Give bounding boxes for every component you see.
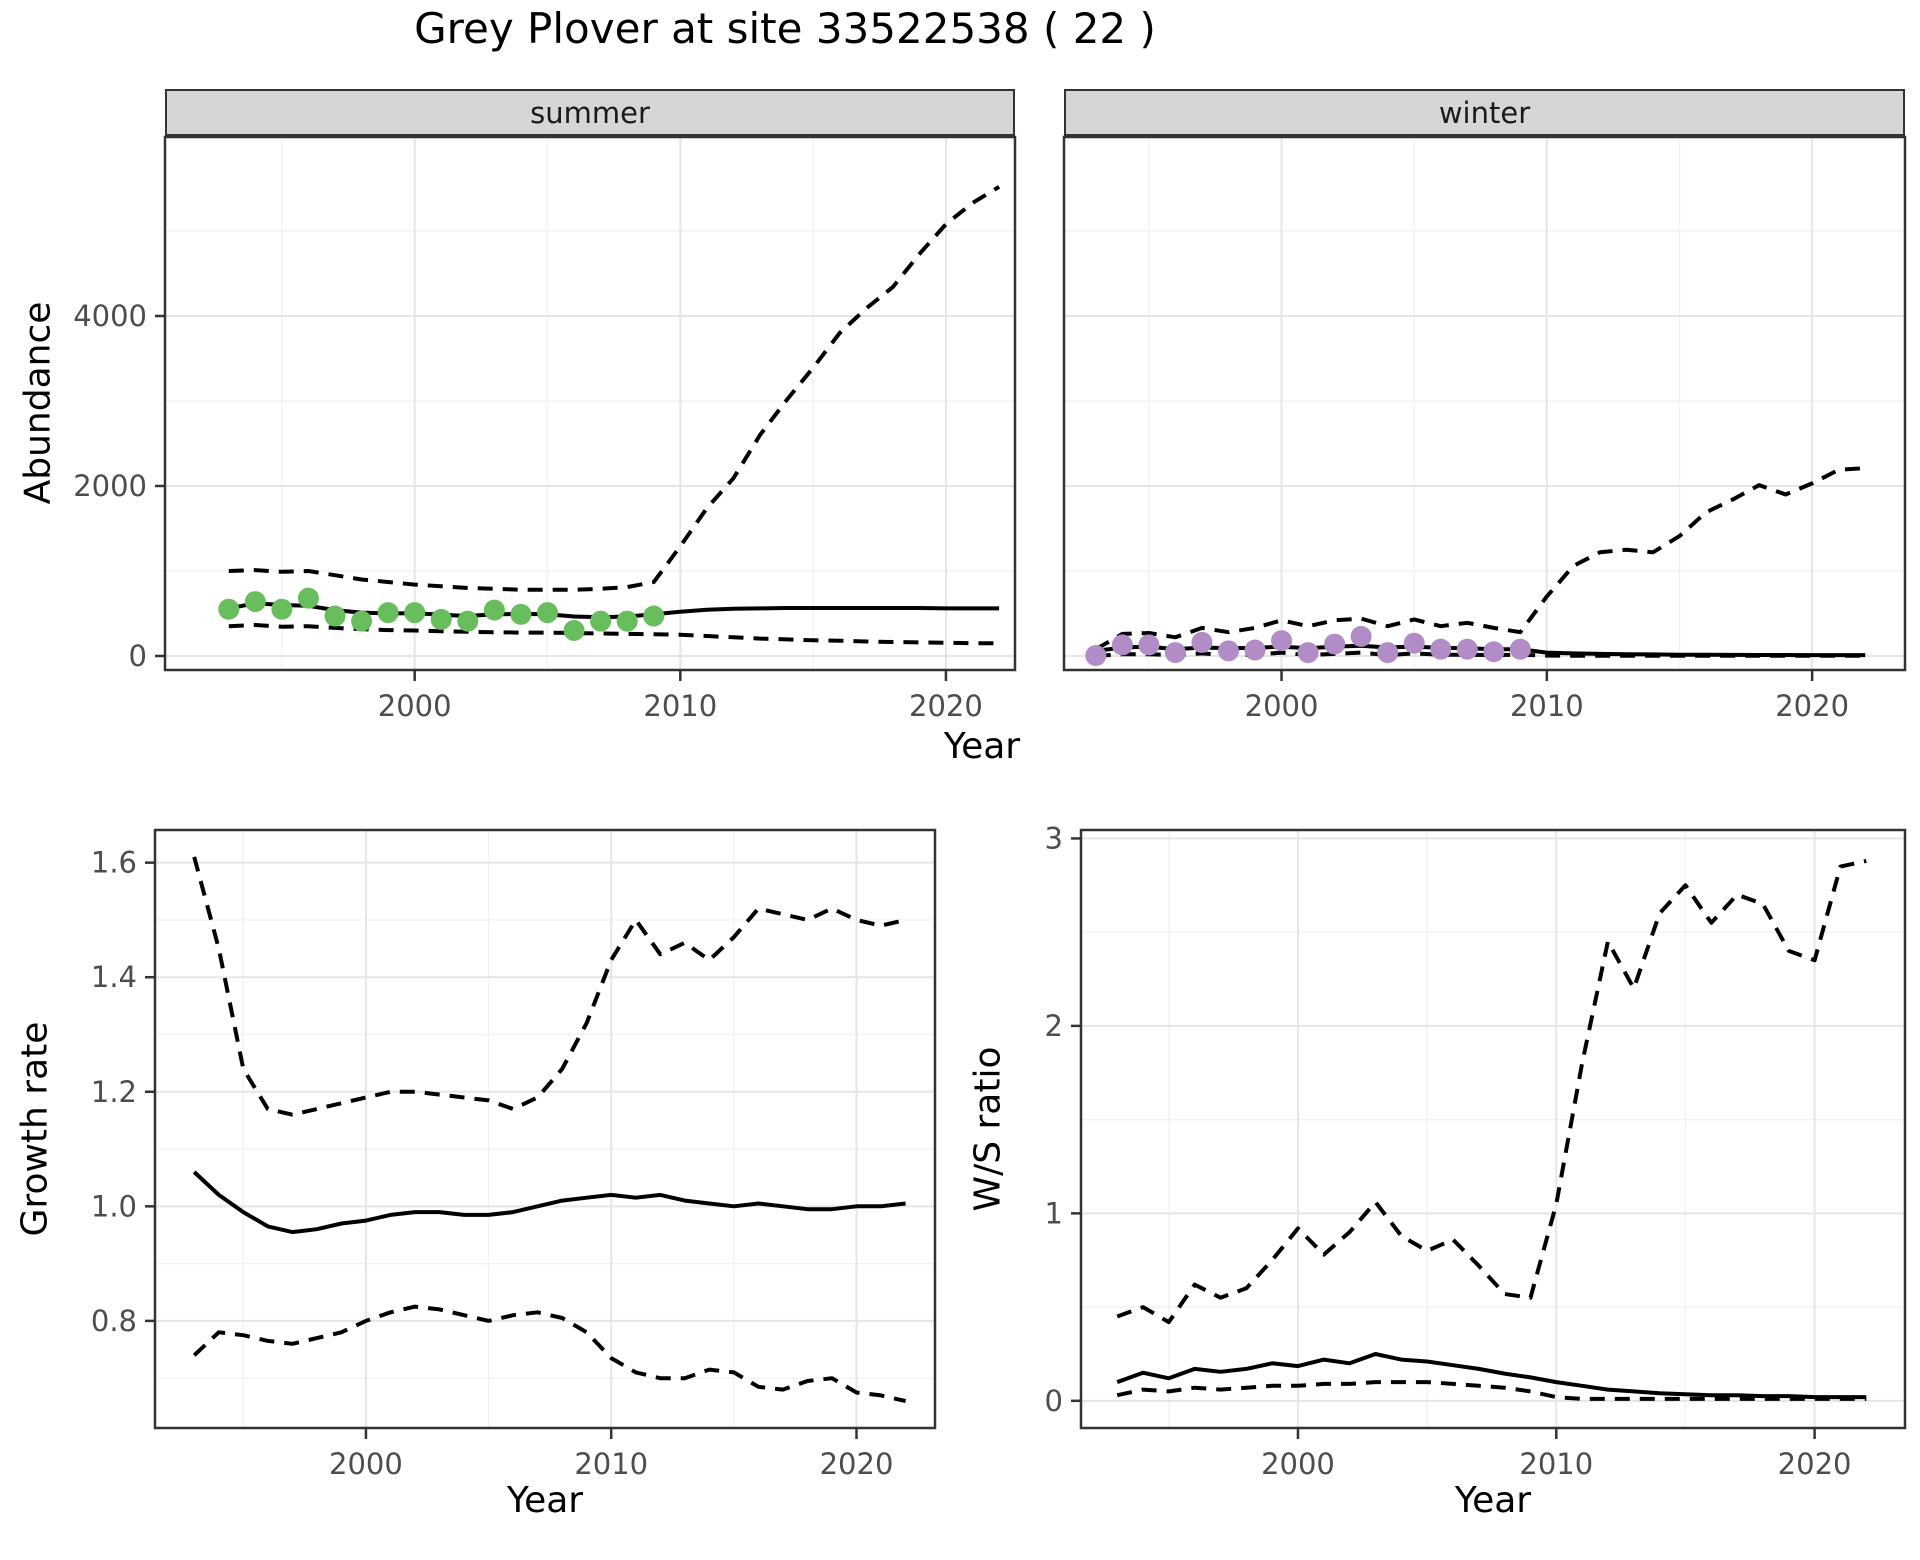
data-point-observed_counts: [510, 603, 532, 625]
series-line-upper_ci: [192, 856, 907, 1117]
panel-background: [1081, 830, 1905, 1428]
x-axis-tick-label: 2000: [1245, 689, 1319, 723]
y-axis-title-abundance: Abundance: [17, 301, 59, 505]
data-point-observed_counts: [537, 602, 558, 624]
data-point-observed_counts: [1456, 638, 1478, 660]
data-point-observed_counts: [1244, 639, 1266, 661]
x-axis-tick-label: 2010: [1510, 689, 1584, 723]
data-point-observed_counts: [1324, 633, 1346, 655]
facet-strip-winter-label: winter: [1438, 95, 1531, 130]
y-axis-tick-label: 0.8: [91, 1304, 137, 1338]
data-point-observed_counts: [1138, 634, 1160, 656]
x-axis-title-year-top: Year: [943, 726, 1021, 767]
data-point-observed_counts: [218, 598, 240, 620]
y-axis-tick-label: 1.2: [91, 1075, 137, 1109]
data-point-observed_counts: [1271, 630, 1293, 652]
y-axis-tick-label: 4000: [73, 299, 147, 333]
facet-strip-summer: summer: [165, 89, 1015, 136]
data-point-observed_counts: [297, 587, 319, 609]
x-axis-tick-label: 2000: [329, 1447, 403, 1481]
series-line-upper_ci: [228, 185, 1001, 592]
x-axis-tick-label: 2000: [1261, 1447, 1335, 1481]
y-axis-tick-label: 3: [1045, 821, 1063, 855]
plot-title: Grey Plover at site 33522538 ( 22 ): [414, 4, 1156, 53]
panel-background: [1064, 137, 1905, 670]
y-axis-title-growth-rate: Growth rate: [14, 1021, 56, 1237]
y-axis-tick-label: 1.4: [91, 960, 137, 994]
x-axis-tick-label: 2010: [643, 689, 717, 723]
y-axis-tick-label: 0: [129, 639, 147, 673]
data-point-observed_counts: [1509, 638, 1531, 660]
data-point-observed_counts: [1430, 638, 1452, 660]
panel-border: [1079, 828, 1907, 1430]
x-axis-tick-label: 2010: [574, 1447, 648, 1481]
series-line-upper_ci: [1094, 466, 1866, 651]
series-line-estimate: [192, 1170, 906, 1235]
x-axis-title-year-growth: Year: [506, 1480, 584, 1521]
facet-strip-winter: winter: [1064, 89, 1905, 136]
data-point-observed_counts: [563, 619, 585, 641]
data-point-observed_counts: [1403, 632, 1425, 654]
series-line-upper_ci: [1116, 858, 1867, 1325]
data-point-observed_counts: [351, 610, 373, 632]
data-point-observed_counts: [1377, 642, 1399, 664]
panel-border: [163, 135, 1017, 672]
data-point-observed_counts: [1111, 634, 1133, 656]
y-axis-tick-label: 2000: [73, 469, 147, 503]
data-point-observed_counts: [1164, 642, 1186, 664]
series-line-lower_ci: [1116, 1380, 1867, 1401]
x-axis-tick-label: 2010: [1519, 1447, 1593, 1481]
y-axis-tick-label: 1.0: [91, 1189, 137, 1223]
x-axis-tick-label: 2020: [909, 689, 983, 723]
data-point-observed_counts: [324, 605, 346, 627]
panel-border: [153, 828, 937, 1430]
data-point-observed_counts: [1483, 641, 1505, 663]
y-axis-title-ws-ratio: W/S ratio: [967, 1046, 1009, 1212]
panel-background: [165, 137, 1015, 670]
data-point-observed_counts: [377, 602, 399, 624]
x-axis-tick-label: 2000: [378, 689, 452, 723]
data-point-observed_counts: [244, 591, 266, 613]
y-axis-tick-label: 2: [1045, 1009, 1063, 1043]
data-point-observed_counts: [643, 605, 665, 627]
data-point-observed_counts: [590, 610, 612, 632]
series-line-lower_ci: [192, 1304, 907, 1404]
x-axis-title-year-ws: Year: [1454, 1480, 1532, 1521]
data-point-observed_counts: [1191, 631, 1213, 653]
y-axis-tick-label: 1: [1045, 1196, 1063, 1230]
x-axis-tick-label: 2020: [1778, 1447, 1852, 1481]
panel-background: [155, 830, 935, 1428]
panel-border: [1062, 135, 1907, 672]
y-axis-tick-label: 1.6: [91, 846, 137, 880]
data-point-observed_counts: [483, 599, 505, 621]
data-point-observed_counts: [1297, 642, 1319, 664]
data-point-observed_counts: [1217, 640, 1239, 662]
data-point-observed_counts: [1350, 625, 1372, 647]
data-point-observed_counts: [457, 610, 479, 632]
data-point-observed_counts: [271, 598, 293, 620]
y-axis-tick-label: 0: [1045, 1384, 1063, 1418]
series-line-estimate: [1116, 1352, 1867, 1400]
x-axis-tick-label: 2020: [820, 1447, 894, 1481]
data-point-observed_counts: [1085, 645, 1107, 667]
facet-strip-summer-label: summer: [530, 95, 650, 130]
data-point-observed_counts: [616, 610, 638, 632]
x-axis-tick-label: 2020: [1775, 689, 1849, 723]
data-point-observed_counts: [430, 608, 452, 630]
data-point-observed_counts: [404, 602, 426, 624]
